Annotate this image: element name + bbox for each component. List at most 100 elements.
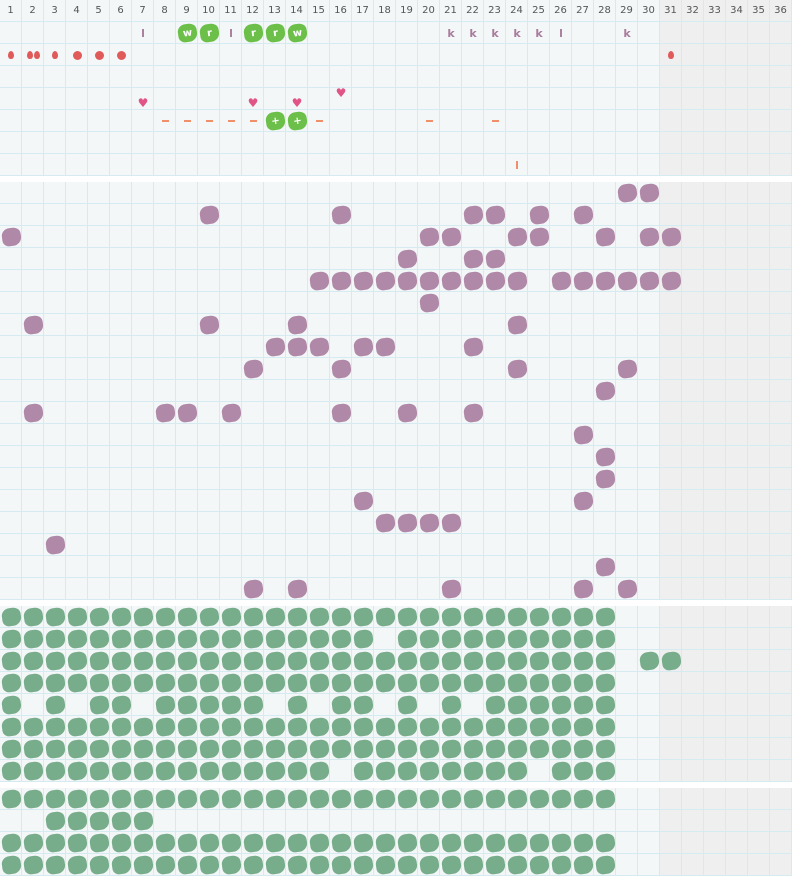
cell-mark[interactable]: [242, 788, 264, 810]
grid-cell[interactable]: [330, 182, 352, 204]
grid-cell[interactable]: [594, 490, 616, 512]
grid-cell[interactable]: [352, 248, 374, 270]
grid-cell[interactable]: [110, 556, 132, 578]
cell-mark[interactable]: [0, 832, 22, 854]
grid-cell[interactable]: [110, 424, 132, 446]
grid-cell[interactable]: [132, 44, 154, 66]
cell-mark[interactable]: [308, 672, 330, 694]
grid-cell[interactable]: [286, 204, 308, 226]
grid-cell[interactable]: [154, 446, 176, 468]
grid-cell[interactable]: [748, 380, 770, 402]
cell-mark[interactable]: +: [286, 110, 308, 132]
grid-cell[interactable]: [264, 204, 286, 226]
grid-cell[interactable]: [550, 314, 572, 336]
grid-cell[interactable]: [638, 760, 660, 782]
cell-mark[interactable]: k: [462, 22, 484, 44]
grid-cell[interactable]: [660, 672, 682, 694]
grid-cell[interactable]: [484, 578, 506, 600]
grid-cell[interactable]: [110, 132, 132, 154]
cell-mark[interactable]: [44, 810, 66, 832]
cell-mark[interactable]: [462, 204, 484, 226]
cell-mark[interactable]: [594, 716, 616, 738]
grid-cell[interactable]: [154, 226, 176, 248]
grid-cell[interactable]: [88, 66, 110, 88]
grid-cell[interactable]: [286, 248, 308, 270]
grid-cell[interactable]: [704, 738, 726, 760]
grid-cell[interactable]: [352, 132, 374, 154]
cell-mark[interactable]: [242, 578, 264, 600]
grid-cell[interactable]: [22, 534, 44, 556]
cell-mark[interactable]: [572, 606, 594, 628]
grid-cell[interactable]: [88, 314, 110, 336]
grid-cell[interactable]: [418, 88, 440, 110]
cell-mark[interactable]: [418, 716, 440, 738]
grid-cell[interactable]: [462, 490, 484, 512]
grid-cell[interactable]: [132, 66, 154, 88]
grid-cell[interactable]: [638, 314, 660, 336]
cell-mark[interactable]: [594, 468, 616, 490]
grid-cell[interactable]: [440, 402, 462, 424]
grid-cell[interactable]: [220, 534, 242, 556]
grid-cell[interactable]: [418, 402, 440, 424]
cell-mark[interactable]: [418, 512, 440, 534]
grid-cell[interactable]: [704, 204, 726, 226]
cell-mark[interactable]: [418, 292, 440, 314]
grid-cell[interactable]: [616, 788, 638, 810]
grid-cell[interactable]: [616, 606, 638, 628]
grid-cell[interactable]: [550, 810, 572, 832]
grid-cell[interactable]: [264, 424, 286, 446]
grid-cell[interactable]: [638, 446, 660, 468]
grid-cell[interactable]: [682, 380, 704, 402]
grid-cell[interactable]: [330, 226, 352, 248]
cell-mark[interactable]: [220, 854, 242, 876]
grid-cell[interactable]: [572, 810, 594, 832]
grid-cell[interactable]: [616, 204, 638, 226]
grid-cell[interactable]: [440, 380, 462, 402]
cell-mark[interactable]: [440, 578, 462, 600]
grid-cell[interactable]: [220, 182, 242, 204]
grid-cell[interactable]: [220, 132, 242, 154]
grid-cell[interactable]: [264, 270, 286, 292]
grid-cell[interactable]: [308, 424, 330, 446]
cell-mark[interactable]: [132, 628, 154, 650]
grid-cell[interactable]: [660, 154, 682, 176]
grid-cell[interactable]: [616, 424, 638, 446]
cell-mark[interactable]: [396, 248, 418, 270]
grid-cell[interactable]: [330, 44, 352, 66]
grid-cell[interactable]: [550, 402, 572, 424]
cell-mark[interactable]: [484, 832, 506, 854]
grid-cell[interactable]: [616, 650, 638, 672]
cell-mark[interactable]: l: [132, 22, 154, 44]
grid-cell[interactable]: [66, 380, 88, 402]
grid-cell[interactable]: [616, 760, 638, 782]
grid-cell[interactable]: [286, 468, 308, 490]
grid-cell[interactable]: [330, 512, 352, 534]
grid-cell[interactable]: [638, 606, 660, 628]
cell-mark[interactable]: [308, 628, 330, 650]
grid-cell[interactable]: [682, 248, 704, 270]
grid-cell[interactable]: [484, 44, 506, 66]
cell-mark[interactable]: [198, 110, 220, 132]
grid-cell[interactable]: [220, 314, 242, 336]
cell-mark[interactable]: [286, 832, 308, 854]
grid-cell[interactable]: [176, 292, 198, 314]
grid-cell[interactable]: [0, 314, 22, 336]
grid-cell[interactable]: [44, 468, 66, 490]
cell-mark[interactable]: [176, 694, 198, 716]
cell-mark[interactable]: [286, 788, 308, 810]
grid-cell[interactable]: [484, 810, 506, 832]
grid-cell[interactable]: [572, 468, 594, 490]
grid-cell[interactable]: [770, 716, 792, 738]
grid-cell[interactable]: [176, 132, 198, 154]
grid-cell[interactable]: [704, 110, 726, 132]
cell-mark[interactable]: [550, 270, 572, 292]
grid-cell[interactable]: [528, 248, 550, 270]
grid-cell[interactable]: [440, 358, 462, 380]
grid-cell[interactable]: [616, 66, 638, 88]
cell-mark[interactable]: [66, 606, 88, 628]
grid-cell[interactable]: [726, 154, 748, 176]
grid-cell[interactable]: [484, 154, 506, 176]
grid-cell[interactable]: [330, 490, 352, 512]
grid-cell[interactable]: [286, 534, 308, 556]
cell-mark[interactable]: [506, 226, 528, 248]
